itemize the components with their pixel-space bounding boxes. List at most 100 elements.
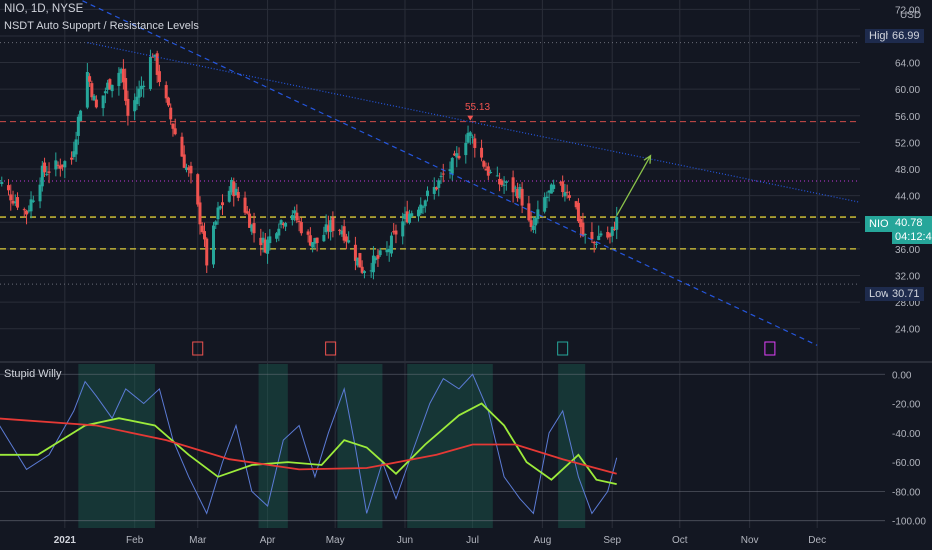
candle-body (221, 202, 225, 206)
candle-body (275, 233, 279, 239)
candle-body (234, 188, 238, 196)
time-axis-background (0, 529, 932, 550)
candle-body (29, 199, 33, 212)
candle-body (473, 138, 477, 148)
candle-body (592, 241, 596, 244)
earnings-markers[interactable] (192, 341, 776, 356)
time-tick-label: Oct (672, 535, 688, 546)
oscillator-tick-label: -60.00 (892, 458, 921, 469)
candle-body (261, 237, 265, 243)
candle-body (558, 182, 562, 184)
candle-body (419, 204, 423, 214)
candle-body (198, 202, 202, 225)
candle-body (610, 226, 614, 236)
candle-body (500, 180, 504, 186)
candle-body (529, 220, 533, 228)
candle-body (513, 187, 517, 189)
candle-body (516, 188, 520, 199)
time-tick-label: Jul (466, 535, 479, 546)
candle-body (25, 210, 29, 215)
candle-body (277, 228, 281, 236)
candle-body (290, 215, 294, 220)
candle-body (432, 187, 436, 194)
candle-body (426, 190, 429, 197)
candle-body (561, 181, 565, 193)
candle-body (498, 178, 502, 185)
candle-body (421, 206, 425, 208)
candle-body (347, 240, 351, 243)
bar-countdown: 04:12:44 (895, 231, 932, 243)
candle-body (378, 250, 382, 256)
candle-body (545, 196, 549, 199)
candle-body (608, 233, 612, 237)
indicator-title[interactable]: NSDT Auto Supoprt / Resistance Levels (4, 20, 199, 32)
candle-body (171, 123, 175, 129)
candle-body (416, 209, 420, 217)
candle-body (565, 191, 569, 193)
candle-body (216, 207, 220, 220)
candle-body (245, 211, 249, 214)
candle-body (342, 226, 346, 241)
candle-body (74, 139, 78, 155)
price-tick-label: 60.00 (895, 85, 920, 96)
candle-body (133, 100, 137, 112)
candle-body (407, 213, 411, 223)
candle-body (139, 85, 143, 90)
candle-body (369, 270, 373, 272)
candle-body (164, 85, 168, 99)
candle-body (437, 180, 441, 188)
candle-body (511, 177, 515, 193)
candle-body (38, 184, 42, 202)
candle-body (313, 238, 317, 244)
candle-body (464, 142, 468, 156)
candle-body (124, 78, 128, 101)
earnings-marker (764, 341, 776, 356)
candle-body (410, 213, 414, 217)
candle-body (45, 173, 49, 175)
candle-body (263, 239, 267, 253)
candle-body (0, 180, 2, 182)
oversold-zone (78, 364, 155, 528)
candle-body (187, 167, 191, 171)
candle-body (468, 132, 472, 137)
high-label: High (865, 29, 895, 43)
candle-body (455, 153, 459, 158)
candle-body (40, 165, 44, 187)
time-axis: 2021 Feb Mar Apr May Jun Jul Aug Sep Oct Nov Dec (0, 529, 932, 550)
candle-body (0, 181, 4, 185)
price-tick-label: 52.00 (895, 138, 920, 149)
candle-body (484, 168, 488, 171)
candle-body (450, 158, 454, 174)
oversold-zone (407, 364, 493, 528)
candle-body (576, 202, 580, 222)
earnings-marker (192, 341, 204, 356)
candle-body (612, 229, 616, 231)
candle-body (615, 217, 619, 230)
candle-body (518, 187, 522, 198)
candle-body (117, 72, 121, 87)
candle-body (259, 237, 263, 246)
candle-body (47, 171, 51, 173)
symbol-title[interactable]: NIO, 1D, NYSE (4, 3, 84, 15)
candle-body (148, 56, 152, 89)
candle-body (248, 213, 252, 228)
candle-body (471, 136, 475, 138)
candle-body (401, 221, 405, 237)
oscillator-title[interactable]: Stupid Willy (4, 368, 62, 380)
candle-body (563, 192, 567, 197)
candle-body (297, 221, 301, 223)
oscillator-tick-label: 0.00 (892, 370, 912, 381)
candle-body (202, 231, 206, 240)
candle-body (173, 128, 177, 135)
candle-body (329, 220, 333, 233)
candle-body (121, 68, 125, 83)
candle-body (106, 82, 110, 90)
candle-body (54, 160, 58, 170)
candle-body (590, 232, 594, 240)
candle-body (103, 91, 107, 94)
candle-body (306, 231, 310, 235)
candle-body (56, 164, 60, 166)
candle-body (389, 235, 393, 254)
oscillator-pane: 0.00 -20.00 -40.00 -60.00 -80.00 -100.00 (0, 364, 926, 528)
